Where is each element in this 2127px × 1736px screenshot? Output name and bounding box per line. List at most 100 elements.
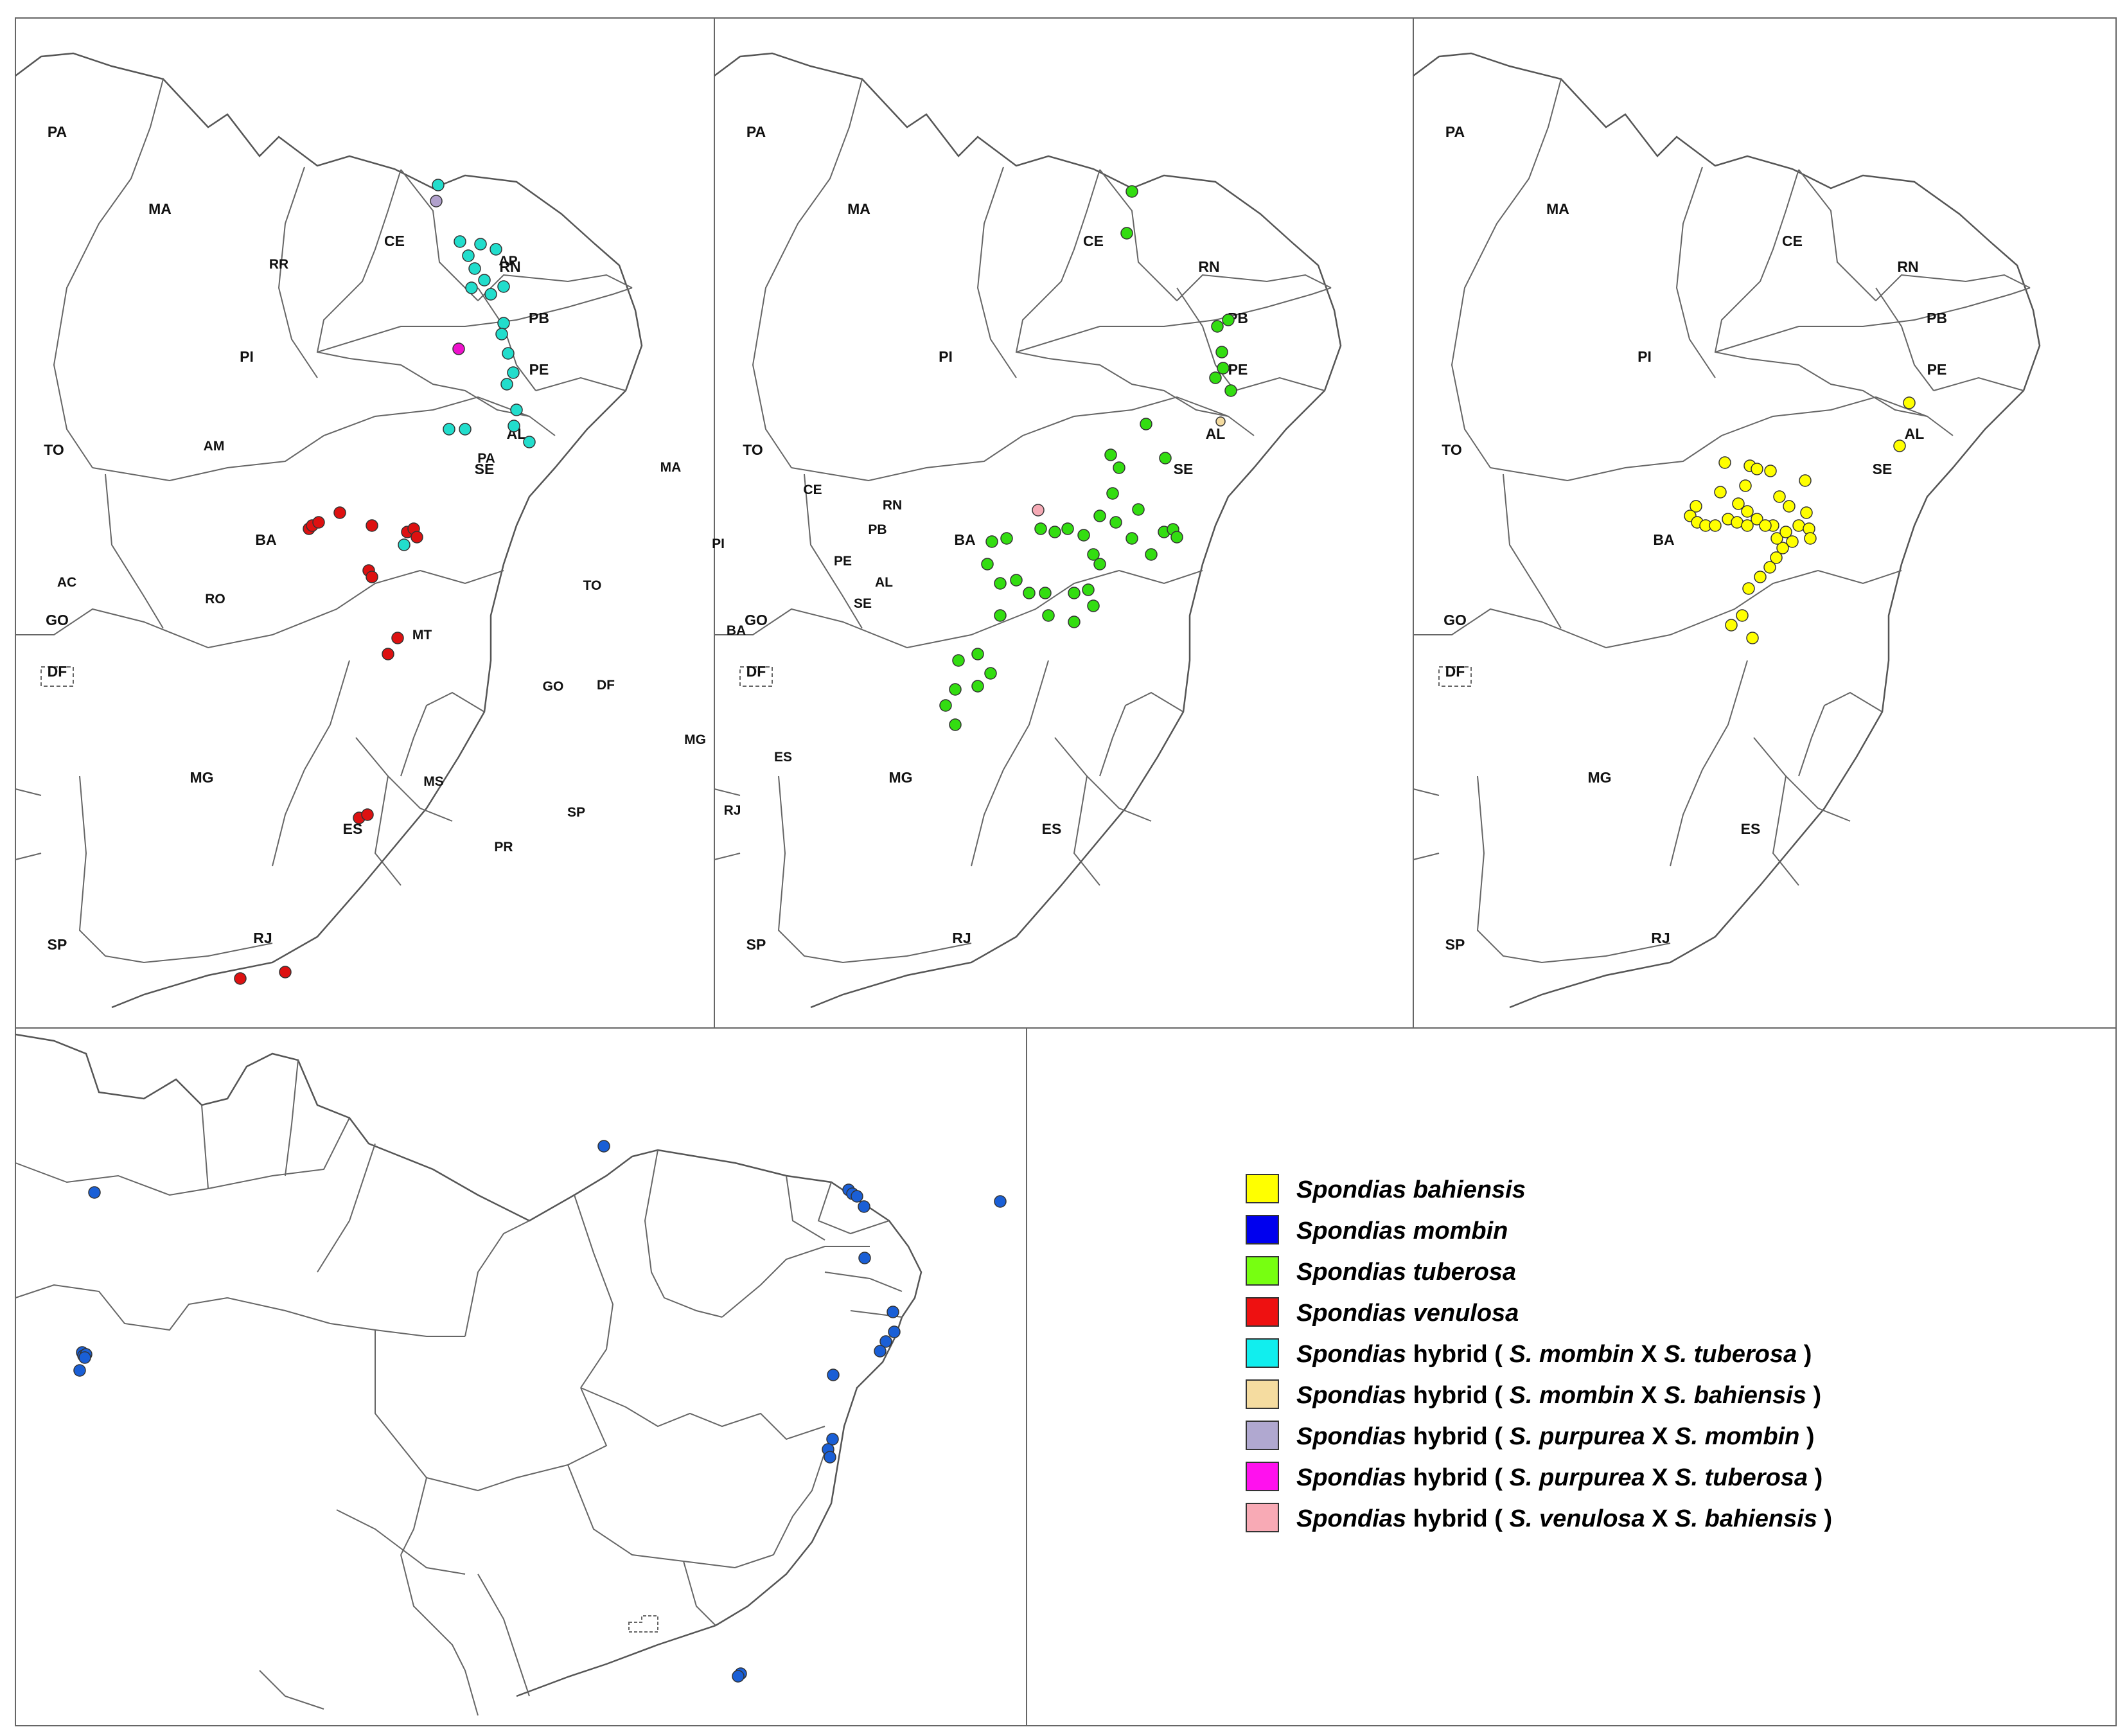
state-border — [1016, 287, 1332, 353]
state-border — [714, 569, 1203, 649]
legend-swatch — [1246, 1503, 1279, 1532]
state-border — [1670, 660, 1748, 867]
state-border — [1715, 287, 2031, 353]
occurrence-point — [1804, 532, 1817, 545]
occurrence-point — [1800, 506, 1813, 519]
occurrence-point — [985, 535, 998, 548]
state-border — [786, 1175, 825, 1241]
state-label-mg: MG — [1587, 769, 1611, 786]
occurrence-point — [1109, 516, 1122, 529]
occurrence-point — [410, 531, 423, 544]
occurrence-point — [382, 648, 394, 660]
state-border — [272, 660, 350, 867]
state-border — [259, 1670, 324, 1710]
state-label-ma: MA — [847, 200, 870, 217]
state-label-rn: RN — [1897, 258, 1918, 275]
state-label-go: GO — [46, 612, 69, 628]
state-label-ms: MS — [423, 774, 444, 789]
state-label-pe: PE — [1228, 361, 1248, 378]
occurrence-point — [1222, 314, 1235, 326]
occurrence-point — [1764, 465, 1777, 477]
occurrence-point — [1739, 479, 1752, 492]
state-border — [1490, 396, 1928, 482]
state-label-rn: RN — [883, 498, 902, 513]
state-border — [317, 1143, 376, 1273]
occurrence-point — [952, 654, 965, 667]
state-label-al: AL — [875, 575, 893, 590]
occurrence-point — [1093, 509, 1106, 522]
state-label-to: TO — [1442, 441, 1462, 458]
state-border — [1747, 358, 1954, 436]
state-label-ap: AP — [499, 254, 517, 269]
coastline — [714, 52, 1342, 1009]
occurrence-point — [1140, 418, 1152, 430]
state-label-pi: PI — [240, 348, 254, 365]
state-border — [477, 1573, 530, 1697]
state-border — [53, 78, 164, 468]
state-label-ba: BA — [1653, 531, 1674, 548]
occurrence-point — [234, 972, 247, 985]
state-border — [1476, 775, 1671, 964]
state-border — [683, 1561, 716, 1626]
state-border — [1451, 78, 1562, 468]
occurrence-point — [1751, 513, 1763, 526]
occurrence-point — [1120, 227, 1133, 240]
occurrence-point — [597, 1140, 610, 1153]
state-border — [78, 775, 273, 964]
occurrence-point — [1093, 558, 1106, 571]
occurrence-point — [73, 1364, 86, 1377]
occurrence-point — [887, 1306, 899, 1318]
state-label-ce: CE — [1782, 233, 1803, 249]
state-label-ac: AC — [57, 575, 76, 590]
occurrence-point — [949, 683, 962, 696]
occurrence-point — [1113, 461, 1125, 474]
coastline — [15, 52, 643, 1009]
occurrence-point — [459, 423, 472, 436]
state-label-go: GO — [1443, 612, 1467, 628]
occurrence-point — [1731, 516, 1743, 529]
occurrence-point — [981, 558, 994, 571]
occurrence-point — [994, 577, 1007, 590]
occurrence-point — [827, 1368, 840, 1381]
legend-label: Spondias tuberosa — [1296, 1259, 1516, 1286]
state-border — [1675, 166, 1716, 378]
occurrence-point — [478, 274, 491, 287]
state-label-rj: RJ — [1651, 930, 1670, 946]
state-label-rj: RJ — [952, 930, 971, 946]
state-border — [201, 1104, 209, 1189]
state-border — [824, 1271, 903, 1292]
state-border — [721, 1246, 870, 1318]
occurrence-point — [971, 680, 984, 693]
occurrence-point — [858, 1200, 870, 1213]
occurrence-point — [502, 347, 515, 360]
state-border — [791, 396, 1229, 482]
occurrence-point — [78, 1351, 91, 1364]
occurrence-point — [1746, 632, 1759, 644]
state-label-sp: SP — [567, 805, 585, 820]
state-border — [1875, 274, 2031, 301]
legend-swatch — [1246, 1297, 1279, 1327]
occurrence-point — [1209, 371, 1222, 384]
state-border — [400, 1477, 427, 1555]
state-border-df — [40, 666, 74, 687]
state-border — [1234, 376, 1325, 391]
state-label-pe: PE — [529, 361, 549, 378]
state-border-df — [628, 1615, 658, 1633]
occurrence-point — [1709, 519, 1722, 532]
state-border — [336, 1509, 466, 1575]
state-border — [105, 474, 164, 629]
state-border — [1413, 853, 1440, 860]
state-label-df: DF — [597, 678, 615, 693]
state-label-es: ES — [1741, 820, 1761, 837]
occurrence-point — [1736, 609, 1749, 622]
state-border — [1073, 775, 1100, 886]
state-label-se: SE — [475, 461, 495, 477]
occurrence-point — [452, 342, 465, 355]
state-label-to: TO — [583, 578, 602, 593]
occurrence-point — [497, 280, 510, 293]
state-label-al: AL — [1206, 425, 1226, 442]
state-label-go: GO — [745, 612, 768, 628]
occurrence-point — [1125, 532, 1138, 545]
occurrence-point — [490, 243, 502, 256]
